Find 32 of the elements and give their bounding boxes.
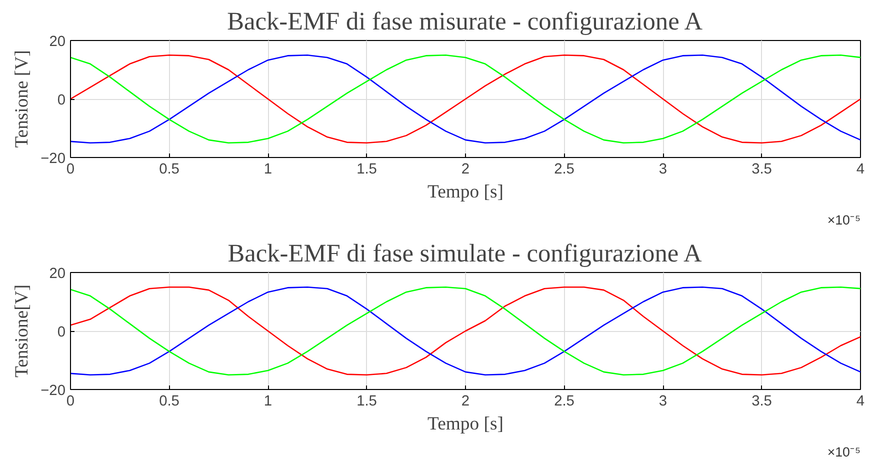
y-tick-label: 20 (49, 34, 66, 50)
y-tick-label: −20 (40, 383, 66, 399)
x-tick-label: 3 (658, 394, 668, 410)
x-tick-label: 2.5 (554, 162, 574, 178)
y-axis-title: Tensione [V] (12, 50, 33, 148)
line-series (70, 54, 860, 144)
text: ×10⁻⁵ (827, 444, 861, 460)
x-tick-label: 1 (264, 162, 272, 178)
x-tick-label: 1.5 (356, 394, 377, 410)
x-tick-label: 3 (658, 162, 668, 178)
x-tick-label: 0.5 (159, 394, 180, 410)
x-tick-label: 2.5 (554, 394, 574, 410)
x-tick-label: 2 (461, 162, 470, 178)
text: ×10⁻⁵ (827, 212, 861, 228)
y-tick-label: 0 (57, 324, 66, 340)
x-axis-title: Tempo [s] (428, 182, 504, 202)
y-tick-label: 0 (57, 92, 66, 108)
y-axis-title: Tensione[V] (12, 284, 33, 378)
y-tick-label: 20 (49, 266, 66, 282)
x-tick-label: 3.5 (752, 162, 772, 178)
line-series (70, 286, 860, 376)
chart-title: Back-EMF di fase simulate - configurazione A (228, 240, 703, 268)
x-tick-label: 3.5 (752, 394, 772, 410)
x-tick-label: 2 (461, 394, 470, 410)
x-tick-label: 1.5 (356, 162, 377, 178)
x-tick-label: 0.5 (159, 162, 180, 178)
x-tick-label: 4 (856, 394, 865, 410)
chart-title: Back-EMF di fase misurate - configurazione A (227, 8, 704, 36)
x-tick-label: 1 (264, 394, 272, 410)
x-tick-label: 4 (856, 162, 865, 178)
x-axis-title: Tempo [s] (428, 414, 504, 434)
y-tick-label: −20 (40, 151, 66, 167)
